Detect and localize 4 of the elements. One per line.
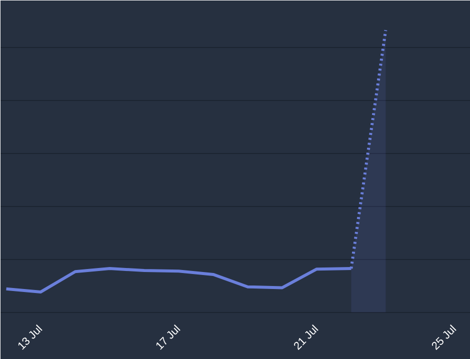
x-tick-label: 13 Jul	[16, 323, 45, 352]
x-tick-label: 17 Jul	[154, 323, 183, 352]
x-tick-label: 25 Jul	[430, 323, 459, 352]
x-tick-label: 21 Jul	[292, 323, 321, 352]
